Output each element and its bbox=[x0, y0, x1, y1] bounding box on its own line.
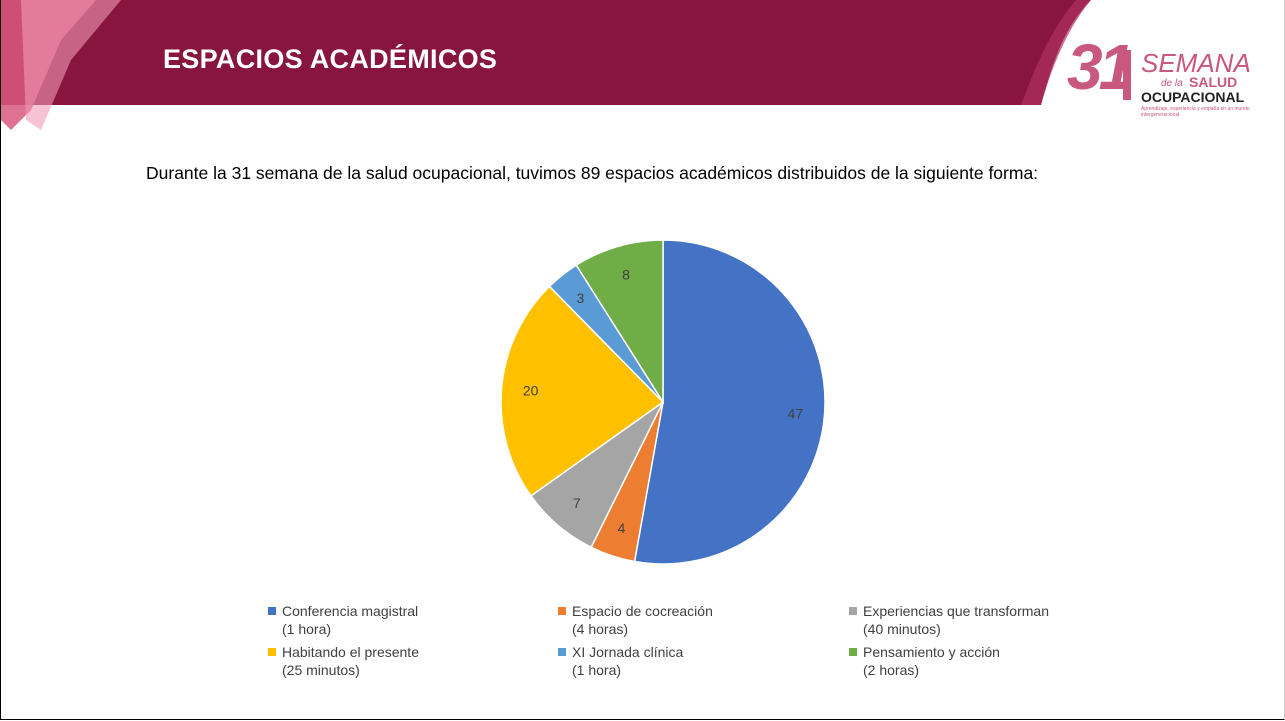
logo-salud: SALUD bbox=[1189, 74, 1238, 90]
logo-semana: SEMANA bbox=[1141, 48, 1251, 78]
data-label: 7 bbox=[573, 495, 581, 511]
pie-slice bbox=[575, 239, 664, 405]
logo-tagline: Aprendizaje, experiencia y empatía en un… bbox=[1141, 106, 1250, 118]
slide-title: ESPACIOS ACADÉMICOS bbox=[163, 44, 498, 74]
legend-swatch bbox=[268, 648, 276, 656]
legend-swatch bbox=[849, 648, 857, 656]
legend-entry: Experiencias que transforman (40 minutos… bbox=[849, 602, 1049, 638]
logo-ocupacional: OCUPACIONAL bbox=[1141, 89, 1245, 105]
brush-decoration bbox=[21, 0, 121, 130]
intro-text: Durante la 31 semana de la salud ocupaci… bbox=[146, 163, 1039, 183]
legend-label: XI Jornada clínica (1 hora) bbox=[572, 644, 684, 678]
logo-bar bbox=[1123, 50, 1131, 100]
legend-label: Espacio de cocreación (4 horas) bbox=[572, 603, 713, 637]
pie-slice bbox=[633, 239, 826, 565]
header-graphic bbox=[1, 0, 1131, 130]
data-label: 3 bbox=[577, 290, 585, 306]
logo-de-la: de la bbox=[1161, 78, 1183, 89]
logo-number: 31 bbox=[1067, 31, 1134, 103]
data-label: 47 bbox=[788, 406, 804, 422]
data-label: 20 bbox=[523, 382, 539, 398]
legend-label: Pensamiento y acción (2 horas) bbox=[863, 644, 1000, 678]
brush-decoration bbox=[1021, 0, 1091, 105]
legend-entry: Espacio de cocreación (4 horas) bbox=[558, 602, 713, 638]
data-label: 4 bbox=[618, 520, 626, 536]
legend-swatch bbox=[558, 648, 566, 656]
pie-slice bbox=[500, 285, 665, 497]
legend-entry: Conferencia magistral (1 hora) bbox=[268, 602, 418, 638]
legend-swatch bbox=[558, 607, 566, 615]
legend-label: Conferencia magistral (1 hora) bbox=[282, 603, 419, 637]
legend-swatch bbox=[849, 607, 857, 615]
legend-entry: XI Jornada clínica (1 hora) bbox=[558, 643, 683, 679]
legend-swatch bbox=[268, 607, 276, 615]
legend-label: Habitando el presente (25 minutos) bbox=[282, 644, 419, 678]
header-band bbox=[1, 0, 1091, 105]
legend-label: Experiencias que transforman (40 minutos… bbox=[863, 603, 1049, 637]
legend-entry: Pensamiento y acción (2 horas) bbox=[849, 643, 1000, 679]
data-label: 8 bbox=[622, 266, 630, 282]
legend-entry: Habitando el presente (25 minutos) bbox=[268, 643, 419, 679]
